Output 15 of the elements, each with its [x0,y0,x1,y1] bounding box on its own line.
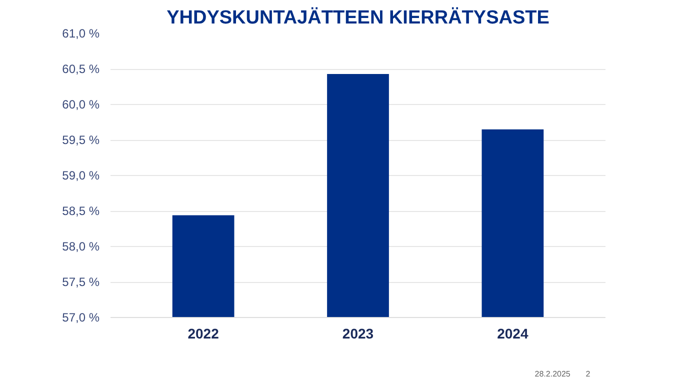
text: 2 [586,370,591,378]
text: 28.2.2025 [534,370,571,378]
y-tick-label: 60,5 % [62,62,100,76]
y-tick-label: 59,0 % [62,168,100,182]
y-tick-label: 57,5 % [62,275,100,289]
x-tick-label: 2024 [497,326,528,342]
y-tick-label: 58,0 % [62,240,100,254]
y-tick-label: 60,0 % [62,98,100,112]
y-tick-label: 57,0 % [62,310,100,324]
x-tick-label: 2022 [188,326,220,342]
y-tick-label: 58,5 % [62,204,100,218]
x-tick-label: 2023 [342,326,374,342]
chart-title: YHDYSKUNTAJÄTTEEN KIERRÄTYSASTE [166,6,550,28]
y-tick-label: 61,0 % [62,26,100,40]
y-tick-label: 59,5 % [62,133,100,147]
